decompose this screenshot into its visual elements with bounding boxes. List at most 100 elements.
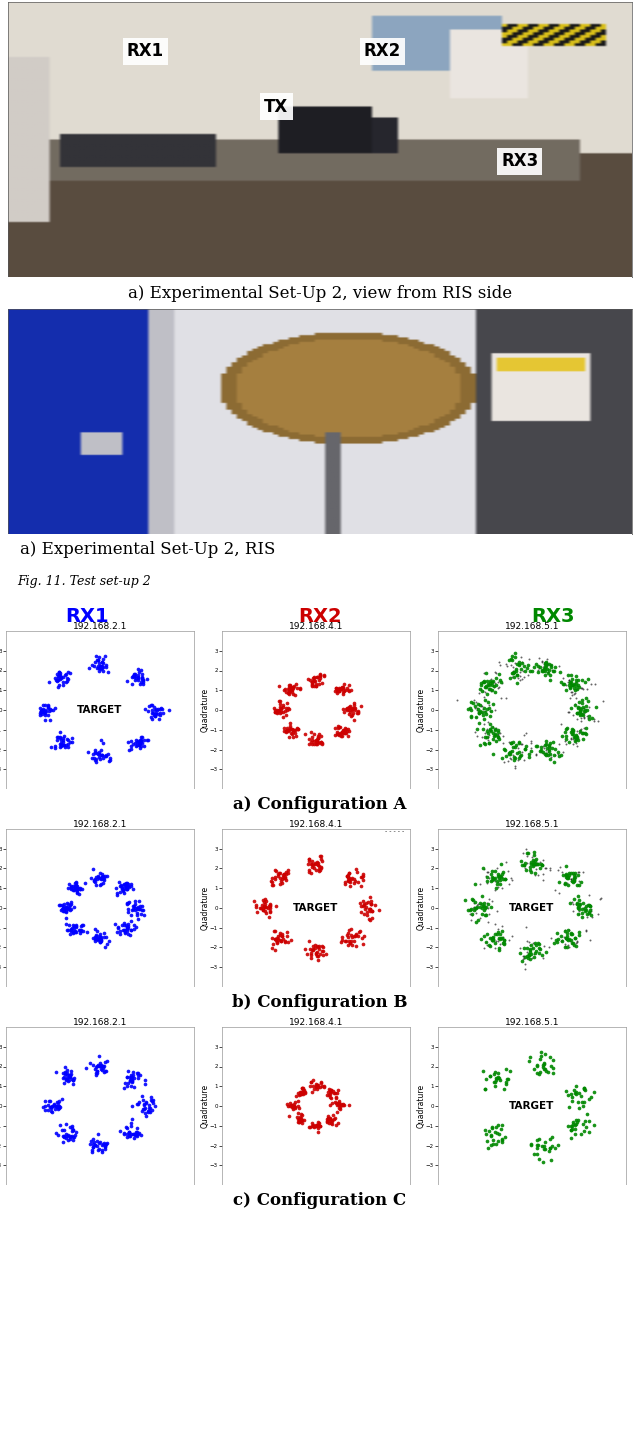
Point [56, 666, 67, 689]
Point [556, 929, 566, 952]
Point [281, 696, 291, 719]
Point [518, 948, 529, 971]
Point [483, 871, 493, 894]
Point [257, 894, 267, 916]
Point [333, 1091, 343, 1114]
Point [307, 732, 317, 755]
Point [125, 1065, 135, 1088]
Point [344, 866, 355, 889]
Point [36, 702, 47, 725]
Point [334, 723, 344, 746]
Point [510, 642, 520, 664]
Point [60, 1055, 70, 1078]
Point [582, 677, 592, 700]
Point [572, 702, 582, 725]
Point [45, 697, 55, 720]
Point [138, 899, 148, 922]
Point [92, 927, 102, 949]
Point [479, 895, 490, 918]
Point [71, 916, 81, 939]
Point [48, 1094, 58, 1117]
Point [75, 918, 85, 941]
Point [567, 869, 577, 892]
Point [52, 662, 62, 684]
Point [582, 705, 592, 727]
Point [61, 901, 72, 924]
Point [487, 868, 497, 891]
Point [279, 716, 289, 739]
Point [52, 1091, 62, 1114]
Point [138, 1088, 148, 1111]
Point [90, 1133, 100, 1156]
Point [319, 664, 329, 687]
Point [485, 1064, 495, 1087]
Point [579, 706, 589, 729]
Point [333, 716, 344, 739]
Point [563, 919, 573, 942]
Point [268, 874, 278, 896]
Point [268, 937, 278, 959]
Point [283, 720, 293, 743]
Point [122, 669, 132, 692]
Point [573, 902, 584, 925]
Point [336, 931, 346, 954]
Point [490, 922, 500, 945]
Point [155, 697, 165, 720]
Point [269, 919, 280, 942]
Point [261, 889, 271, 912]
Point [337, 722, 347, 745]
Point [62, 1064, 72, 1087]
Point [512, 663, 522, 686]
Point [326, 1111, 336, 1134]
Point [342, 696, 352, 719]
Point [343, 863, 353, 886]
Point [59, 1071, 69, 1094]
X-axis label: In-phase: In-phase [83, 1196, 116, 1204]
Point [293, 1081, 303, 1104]
Point [120, 918, 131, 941]
Point [490, 1074, 500, 1097]
Point [111, 881, 122, 904]
Point [561, 862, 572, 885]
Point [285, 673, 296, 696]
Point [585, 899, 595, 922]
Point [341, 717, 351, 740]
Point [68, 895, 79, 918]
Point [492, 869, 502, 892]
Point [490, 932, 500, 955]
Point [580, 1078, 590, 1101]
Point [493, 670, 503, 693]
Point [349, 709, 360, 732]
Point [505, 742, 515, 765]
Point [539, 1138, 549, 1161]
Point [49, 1093, 60, 1116]
Point [564, 863, 575, 886]
Point [54, 1090, 64, 1113]
Point [470, 696, 480, 719]
Point [307, 670, 317, 693]
Point [493, 1061, 504, 1084]
Point [100, 1136, 111, 1158]
Point [529, 852, 539, 875]
Point [465, 699, 476, 722]
Point [344, 674, 354, 697]
Point [498, 931, 508, 954]
Point [499, 932, 509, 955]
Point [282, 719, 292, 742]
Point [475, 700, 485, 723]
Point [90, 927, 100, 949]
Point [346, 696, 356, 719]
Point [583, 667, 593, 690]
Point [529, 862, 540, 885]
Point [40, 703, 51, 726]
Point [131, 729, 141, 752]
Point [333, 1093, 343, 1116]
Point [130, 664, 140, 687]
Point [545, 732, 556, 755]
Point [516, 743, 526, 766]
Point [545, 748, 556, 770]
Point [138, 1098, 148, 1121]
Point [493, 865, 504, 888]
Point [303, 929, 314, 952]
Point [480, 689, 490, 712]
